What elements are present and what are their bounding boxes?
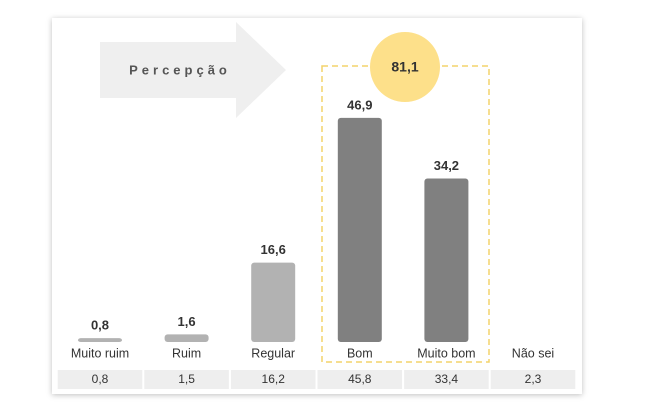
value-label: 16,6: [261, 242, 286, 257]
table-cell: [317, 370, 403, 389]
table-value: 45,8: [348, 372, 372, 386]
value-label: 34,2: [434, 158, 459, 173]
x-tick-label: Muito bom: [417, 346, 475, 360]
x-tick-label: Muito ruim: [71, 346, 129, 360]
value-label: 46,9: [347, 97, 372, 112]
table-value: 1,5: [178, 372, 195, 386]
table-cell: [230, 370, 316, 389]
value-label: 1,6: [178, 314, 196, 329]
x-tick-label: Bom: [347, 346, 373, 360]
table-cell: [404, 370, 489, 389]
table-value: 33,4: [435, 372, 459, 386]
x-tick-label: Não sei: [512, 346, 554, 360]
table-cell: [57, 370, 143, 389]
highlight-circle: [370, 32, 440, 102]
x-tick-label: Ruim: [172, 346, 201, 360]
bar: [78, 338, 122, 342]
bar: [424, 178, 469, 342]
x-tick-label: Regular: [251, 346, 295, 360]
table-value: 2,3: [525, 372, 542, 386]
value-label: 0,8: [91, 318, 109, 333]
arrow-label: Percepção: [129, 62, 231, 77]
bar: [251, 262, 296, 342]
table-cell: [490, 370, 576, 389]
bar: [337, 117, 382, 343]
highlight-label: 81,1: [391, 59, 418, 75]
table-value: 0,8: [92, 372, 109, 386]
bar: [164, 334, 209, 342]
table-value: 16,2: [262, 372, 286, 386]
table-cell: [144, 370, 229, 389]
arrow: [100, 22, 286, 118]
